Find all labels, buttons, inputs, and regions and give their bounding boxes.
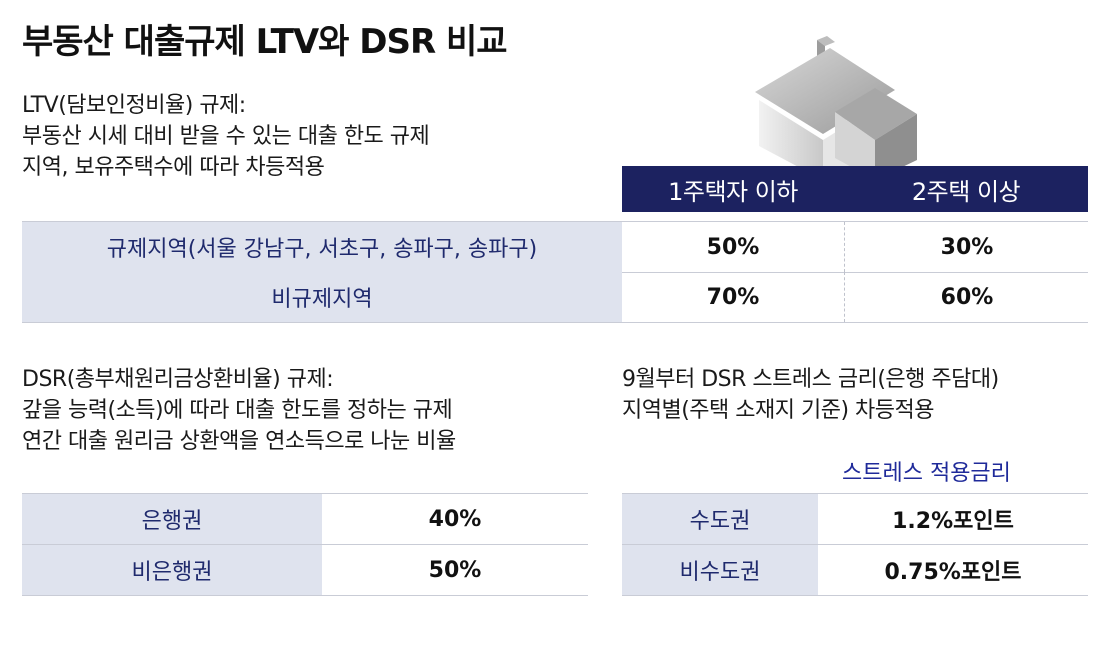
dsr-row-label: 은행권	[22, 494, 322, 544]
stress-subheading: 스트레스 적용금리	[842, 461, 1011, 486]
ltv-line-2: 지역, 보유주택수에 따라 차등적용	[22, 155, 325, 180]
house-icon	[755, 36, 917, 180]
dsr-row-nonbank: 비은행권 50%	[22, 545, 588, 596]
dsr-line-2: 연간 대출 원리금 상환액을 연소득으로 나눈 비율	[22, 429, 456, 454]
dsr-row-bank: 은행권 40%	[22, 494, 588, 545]
ltv-row-label: 비규제지역	[22, 272, 622, 322]
dsr-description: DSR(총부채원리금상환비율) 규제: 갚을 능력(소득)에 따라 대출 한도를…	[22, 364, 456, 457]
ltv-value: 60%	[844, 272, 1089, 322]
dsr-table: 은행권 40% 비은행권 50%	[22, 493, 588, 596]
ltv-column-header-1: 1주택자 이하	[622, 166, 844, 212]
dsr-value: 50%	[428, 557, 482, 583]
stress-row-label: 수도권	[622, 494, 818, 544]
ltv-row-unregulated: 비규제지역 70% 60%	[22, 272, 1088, 323]
dsr-line-1: 갚을 능력(소득)에 따라 대출 한도를 정하는 규제	[22, 398, 453, 423]
ltv-value: 30%	[844, 222, 1089, 272]
stress-description: 9월부터 DSR 스트레스 금리(은행 주담대) 지역별(주택 소재지 기준) …	[622, 364, 999, 426]
stress-value: 0.75%포인트	[884, 560, 1022, 585]
ltv-value: 70%	[706, 284, 760, 310]
dsr-value: 40%	[428, 506, 482, 532]
ltv-row-label: 규제지역(서울 강남구, 서초구, 송파구, 송파구)	[22, 222, 622, 272]
dsr-heading: DSR(총부채원리금상환비율) 규제:	[22, 367, 334, 392]
stress-value: 1.2%포인트	[892, 509, 1014, 534]
stress-table: 수도권 1.2%포인트 비수도권 0.75%포인트	[622, 493, 1088, 596]
page-title: 부동산 대출규제 LTV와 DSR 비교	[22, 22, 508, 62]
stress-row-label: 비수도권	[622, 545, 818, 595]
ltv-row-regulated: 규제지역(서울 강남구, 서초구, 송파구, 송파구) 50% 30%	[22, 221, 1088, 273]
dsr-row-label: 비은행권	[22, 545, 322, 595]
ltv-line-1: 부동산 시세 대비 받을 수 있는 대출 한도 규제	[22, 124, 430, 149]
ltv-heading: LTV(담보인정비율) 규제:	[22, 93, 246, 118]
stress-row-capital: 수도권 1.2%포인트	[622, 494, 1088, 545]
stress-line-2: 지역별(주택 소재지 기준) 차등적용	[622, 398, 935, 423]
ltv-value: 50%	[706, 234, 760, 260]
stress-row-noncapital: 비수도권 0.75%포인트	[622, 545, 1088, 596]
ltv-description: LTV(담보인정비율) 규제: 부동산 시세 대비 받을 수 있는 대출 한도 …	[22, 90, 430, 183]
ltv-column-header-2: 2주택 이상	[844, 166, 1088, 212]
stress-line-1: 9월부터 DSR 스트레스 금리(은행 주담대)	[622, 367, 999, 392]
